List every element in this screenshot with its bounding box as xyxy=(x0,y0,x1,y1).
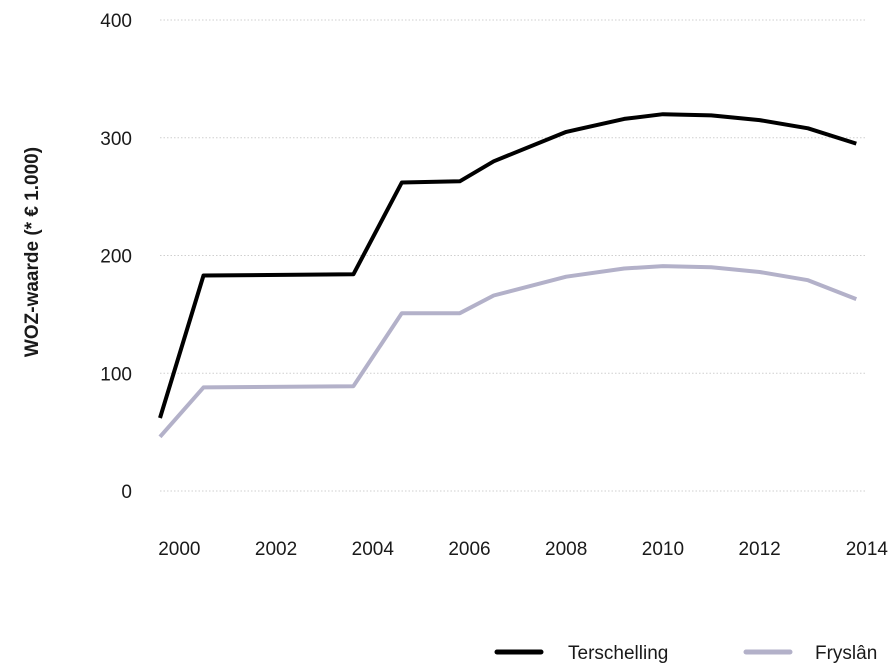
y-tick-label: 300 xyxy=(100,129,132,150)
legend-label: Fryslân xyxy=(815,643,877,664)
x-tick-label: 2004 xyxy=(352,539,395,560)
x-tick-label: 2012 xyxy=(738,539,780,560)
y-axis-label: WOZ-waarde (* € 1.000) xyxy=(22,147,43,357)
y-tick-label: 0 xyxy=(121,482,132,503)
series-line-terschelling xyxy=(158,112,857,419)
legend-label: Terschelling xyxy=(568,643,668,664)
y-axis-ticks: 0 100 200 300 400 xyxy=(100,11,132,503)
y-tick-label: 100 xyxy=(100,364,132,385)
x-tick-label: 2002 xyxy=(255,539,297,560)
gridlines xyxy=(160,19,866,492)
x-tick-label: 2000 xyxy=(158,539,200,560)
y-tick-label: 400 xyxy=(100,11,132,32)
series-lines xyxy=(158,112,858,439)
series-line-frysl-n xyxy=(158,264,858,439)
x-tick-label: 2006 xyxy=(448,539,490,560)
x-tick-label: 2010 xyxy=(642,539,684,560)
x-tick-label: 2014 xyxy=(846,539,889,560)
y-tick-label: 200 xyxy=(100,247,132,268)
legend: Terschelling Fryslân xyxy=(494,643,877,664)
x-axis-ticks: 2000 2002 2004 2006 2008 2010 2012 2014 xyxy=(158,539,888,560)
x-tick-label: 2008 xyxy=(545,539,587,560)
